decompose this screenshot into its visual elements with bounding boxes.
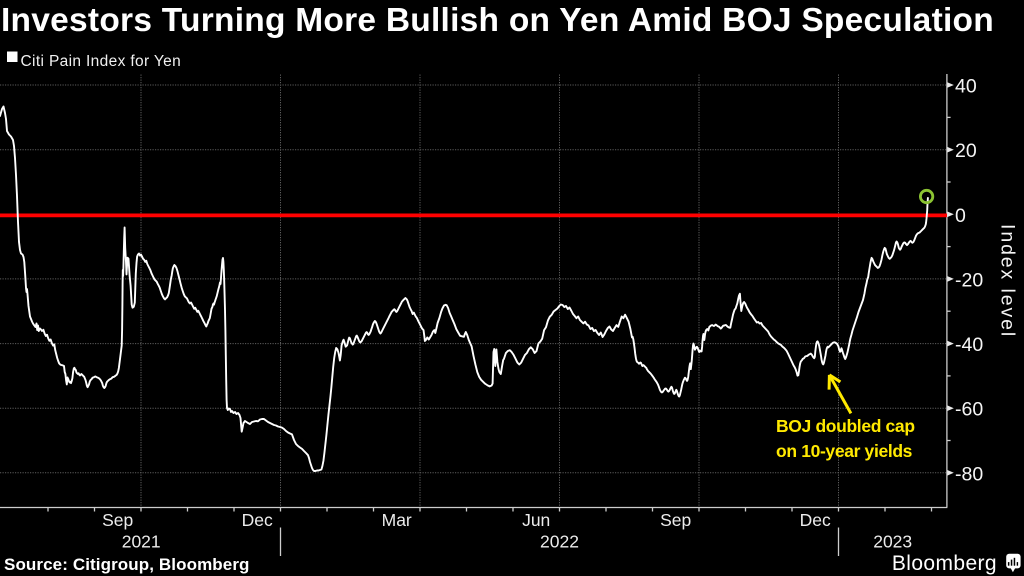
svg-text:Jun: Jun — [522, 510, 550, 530]
svg-text:-80: -80 — [955, 463, 983, 485]
svg-text:Source: Citigroup, Bloomberg: Source: Citigroup, Bloomberg — [4, 555, 250, 574]
svg-text:-40: -40 — [955, 334, 983, 356]
svg-text:Bloomberg: Bloomberg — [892, 552, 997, 575]
svg-text:Index level: Index level — [997, 224, 1019, 338]
svg-text:on 10-year yields: on 10-year yields — [776, 441, 913, 461]
svg-text:20: 20 — [955, 140, 977, 162]
svg-text:Sep: Sep — [660, 510, 691, 530]
svg-text:2021: 2021 — [122, 532, 161, 552]
svg-text:-20: -20 — [955, 269, 983, 291]
svg-text:2022: 2022 — [540, 532, 579, 552]
svg-text:Dec: Dec — [800, 510, 831, 530]
svg-text:-60: -60 — [955, 399, 983, 421]
svg-text:BOJ doubled cap: BOJ doubled cap — [776, 416, 915, 436]
svg-text:0: 0 — [955, 205, 966, 227]
svg-text:Citi Pain Index for Yen: Citi Pain Index for Yen — [21, 53, 182, 70]
svg-text:2023: 2023 — [873, 532, 912, 552]
svg-text:40: 40 — [955, 76, 977, 98]
svg-text:Investors Turning More Bullish: Investors Turning More Bullish on Yen Am… — [1, 2, 994, 39]
svg-text:Dec: Dec — [242, 510, 273, 530]
svg-text:Sep: Sep — [102, 510, 133, 530]
svg-text:Mar: Mar — [382, 510, 412, 530]
